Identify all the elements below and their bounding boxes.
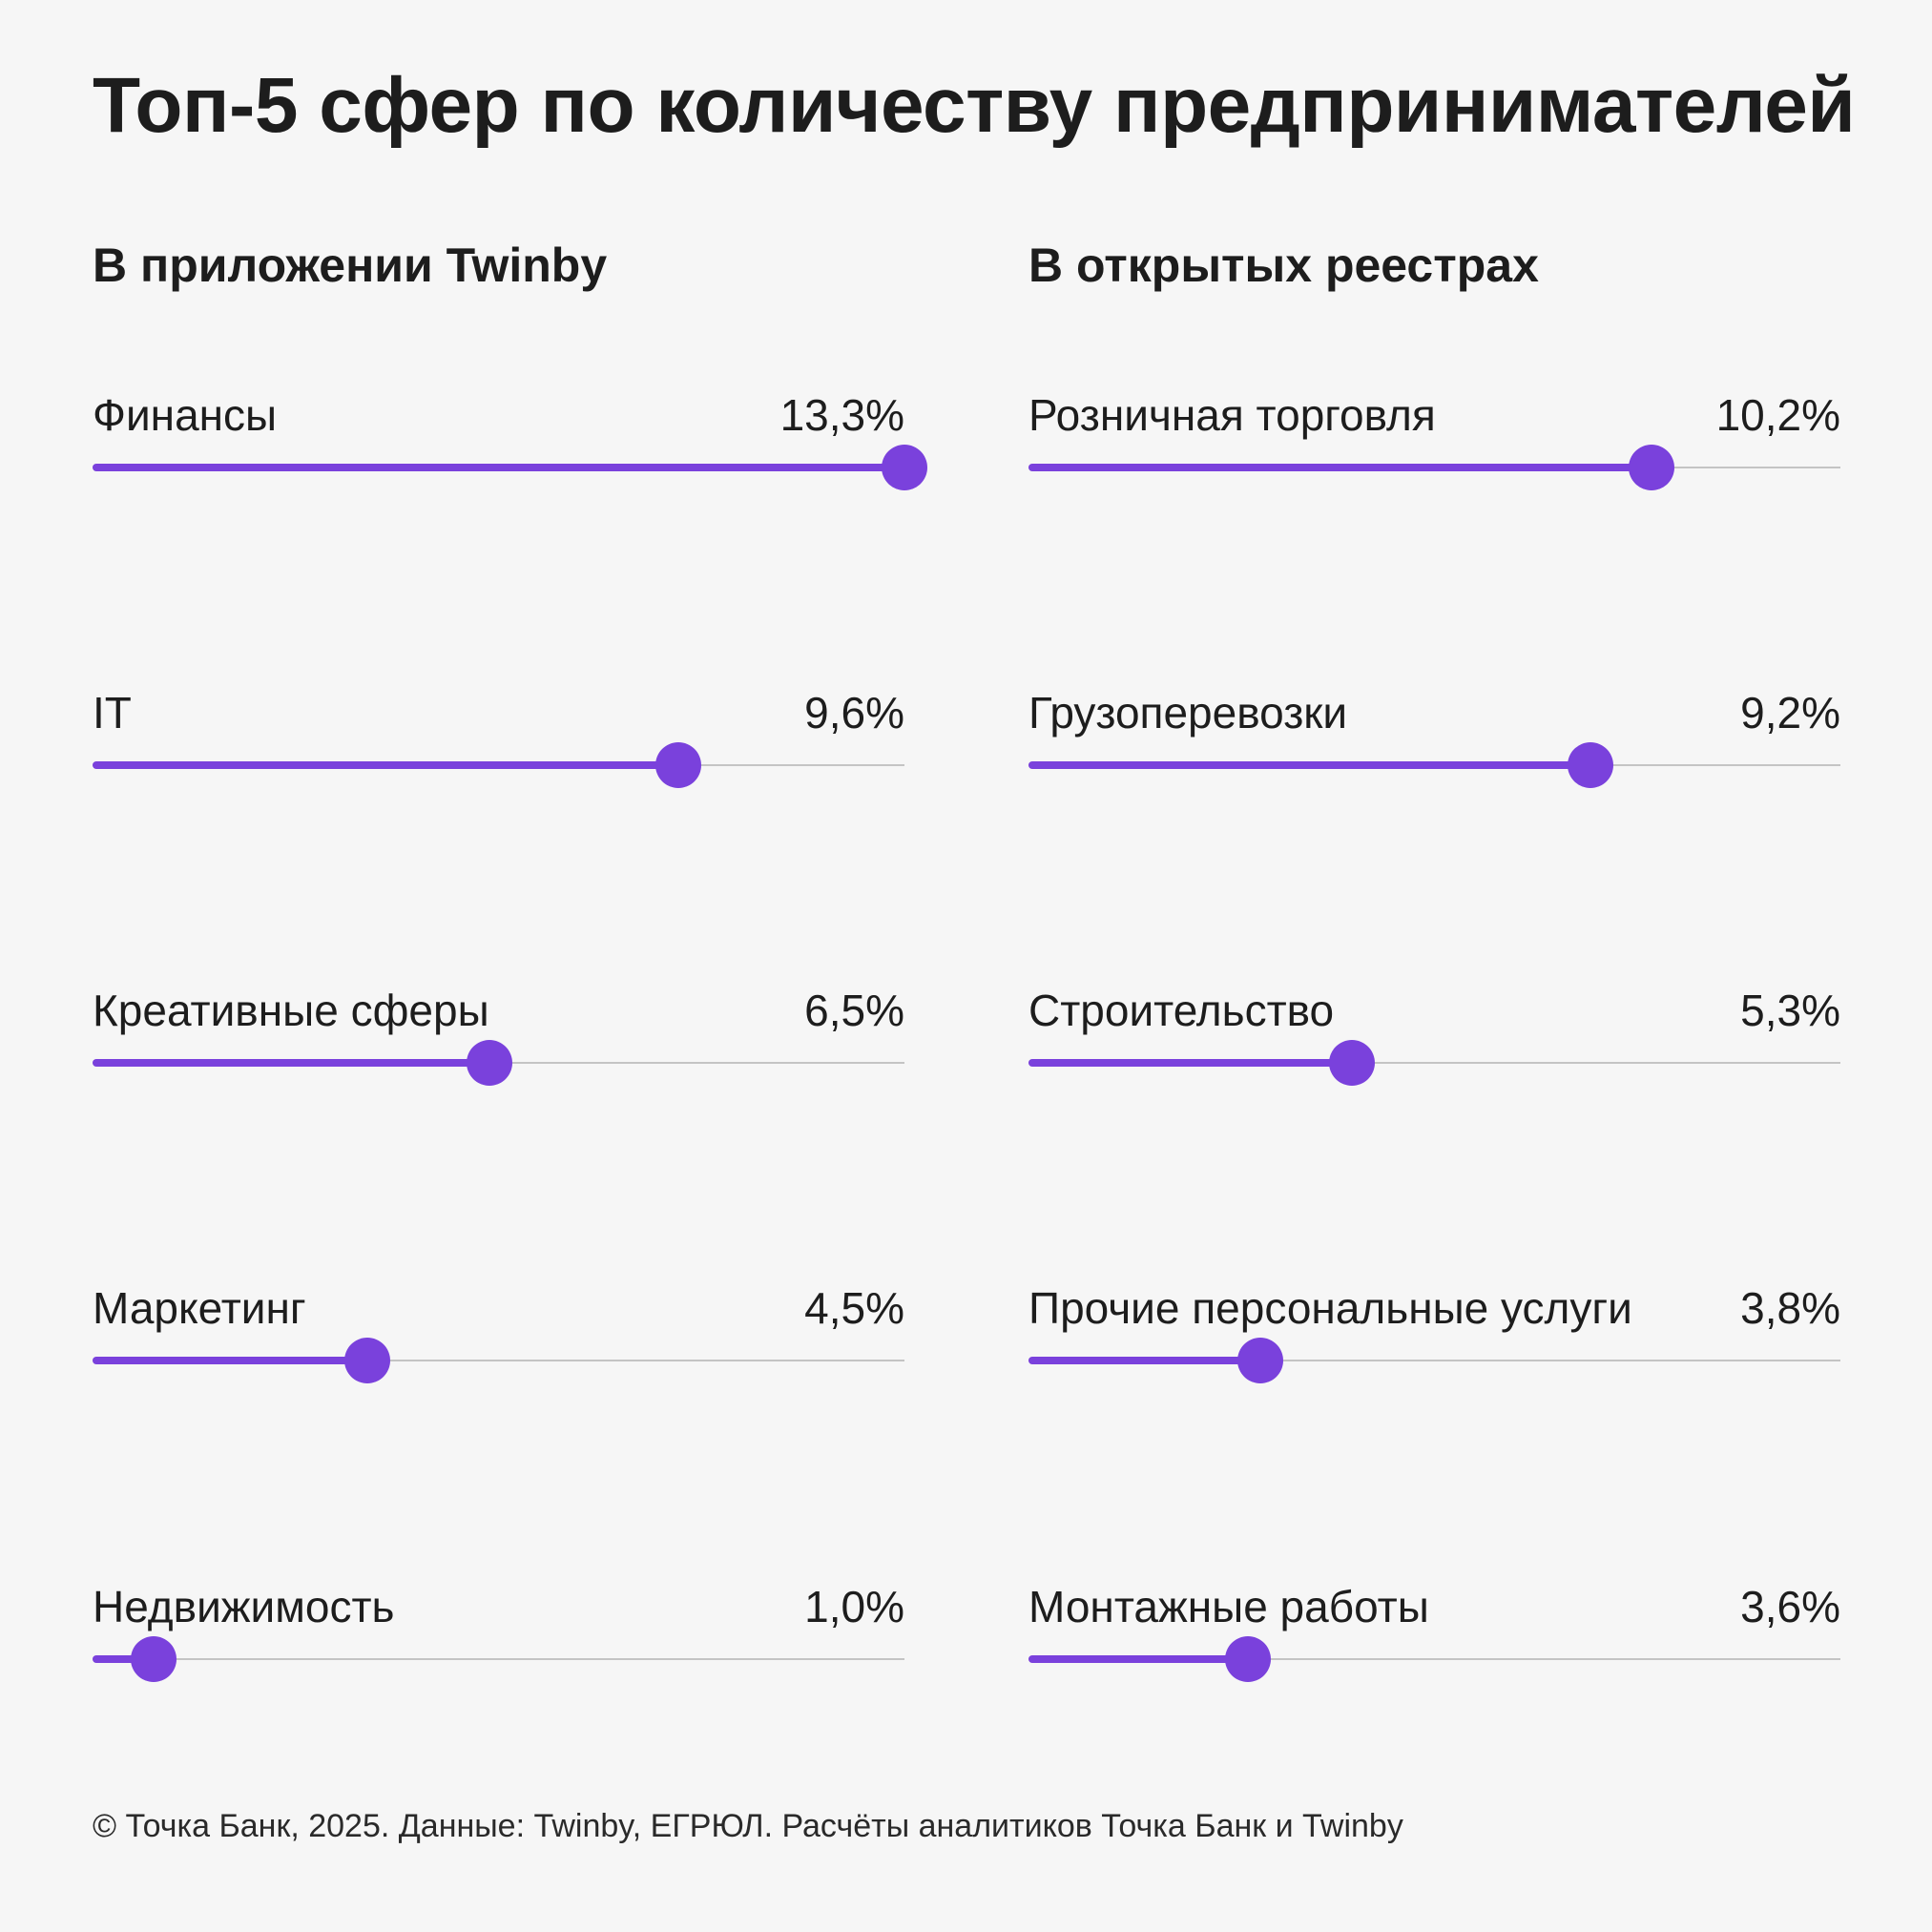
bar-fill bbox=[1028, 1357, 1261, 1364]
bar-fill bbox=[93, 464, 904, 471]
bar-marker bbox=[655, 742, 702, 788]
category-label: Маркетинг bbox=[93, 1283, 306, 1333]
panel-subtitle: В приложении Twinby bbox=[93, 239, 608, 292]
bar-row: IT 9,6% bbox=[93, 687, 904, 801]
category-label: IT bbox=[93, 688, 132, 737]
bar-fill bbox=[93, 761, 679, 769]
panel-registries: В открытых реестрах Розничная торговля 10… bbox=[1028, 0, 1840, 1717]
bar-fill bbox=[1028, 464, 1652, 471]
bar-track bbox=[93, 1360, 904, 1361]
bar-track bbox=[1028, 1658, 1840, 1660]
bar-track bbox=[1028, 1360, 1840, 1361]
bar-marker bbox=[1237, 1338, 1284, 1383]
bar-marker bbox=[343, 1338, 390, 1383]
category-label: Строительство bbox=[1028, 986, 1335, 1035]
bar-marker bbox=[1225, 1636, 1272, 1682]
panel-subtitle: В открытых реестрах bbox=[1028, 239, 1539, 292]
bar-marker bbox=[466, 1040, 512, 1086]
bar-marker bbox=[1567, 742, 1613, 788]
bar-marker bbox=[1329, 1040, 1376, 1086]
value-label: 9,6% bbox=[804, 688, 904, 737]
value-label: 13,3% bbox=[779, 390, 904, 440]
value-label: 1,0% bbox=[804, 1582, 904, 1631]
bar-marker bbox=[1628, 445, 1674, 490]
category-label: Финансы bbox=[93, 390, 278, 440]
bar-row: Грузоперевозки 9,2% bbox=[1028, 687, 1840, 801]
value-label: 3,8% bbox=[1740, 1283, 1840, 1333]
bar-marker bbox=[130, 1636, 177, 1682]
bar-row: Недвижимость 1,0% bbox=[93, 1581, 904, 1695]
value-label: 10,2% bbox=[1715, 390, 1840, 440]
bar-row: Розничная торговля 10,2% bbox=[1028, 389, 1840, 504]
bar-track bbox=[93, 1658, 904, 1660]
category-label: Монтажные работы bbox=[1028, 1582, 1429, 1631]
bar-row: Финансы 13,3% bbox=[93, 389, 927, 504]
bar-fill bbox=[1028, 761, 1590, 769]
bar-fill bbox=[93, 1655, 154, 1663]
value-label: 9,2% bbox=[1740, 688, 1840, 737]
category-label: Недвижимость bbox=[93, 1582, 395, 1631]
category-label: Креативные сферы bbox=[93, 986, 489, 1035]
bar-fill bbox=[1028, 1655, 1249, 1663]
bar-fill bbox=[93, 1357, 367, 1364]
value-label: 4,5% bbox=[804, 1283, 904, 1333]
category-label: Прочие персональные услуги bbox=[1028, 1283, 1632, 1333]
value-label: 5,3% bbox=[1740, 986, 1840, 1035]
bar-fill bbox=[93, 1059, 489, 1067]
bar-row: Маркетинг 4,5% bbox=[93, 1282, 904, 1397]
bar-row: Прочие персональные услуги 3,8% bbox=[1028, 1282, 1840, 1397]
bar-fill bbox=[1028, 1059, 1353, 1067]
bar-row: Строительство 5,3% bbox=[1028, 985, 1840, 1099]
panel-twinby: В приложении Twinby Финансы 13,3% IT 9,6% Кр… bbox=[93, 0, 927, 1717]
bar-marker bbox=[882, 445, 927, 490]
value-label: 3,6% bbox=[1740, 1582, 1840, 1631]
category-label: Грузоперевозки bbox=[1028, 688, 1348, 737]
value-label: 6,5% bbox=[804, 986, 904, 1035]
chart-title: Топ-5 сфер по количеству предпринимателе… bbox=[93, 62, 1856, 149]
bar-track bbox=[1028, 1062, 1840, 1064]
category-label: Розничная торговля bbox=[1028, 390, 1436, 440]
source-footnote: © Точка Банк, 2025. Данные: Twinby, ЕГРЮ… bbox=[93, 1808, 1403, 1844]
bar-row: Монтажные работы 3,6% bbox=[1028, 1581, 1840, 1695]
bar-row: Креативные сферы 6,5% bbox=[93, 985, 904, 1099]
